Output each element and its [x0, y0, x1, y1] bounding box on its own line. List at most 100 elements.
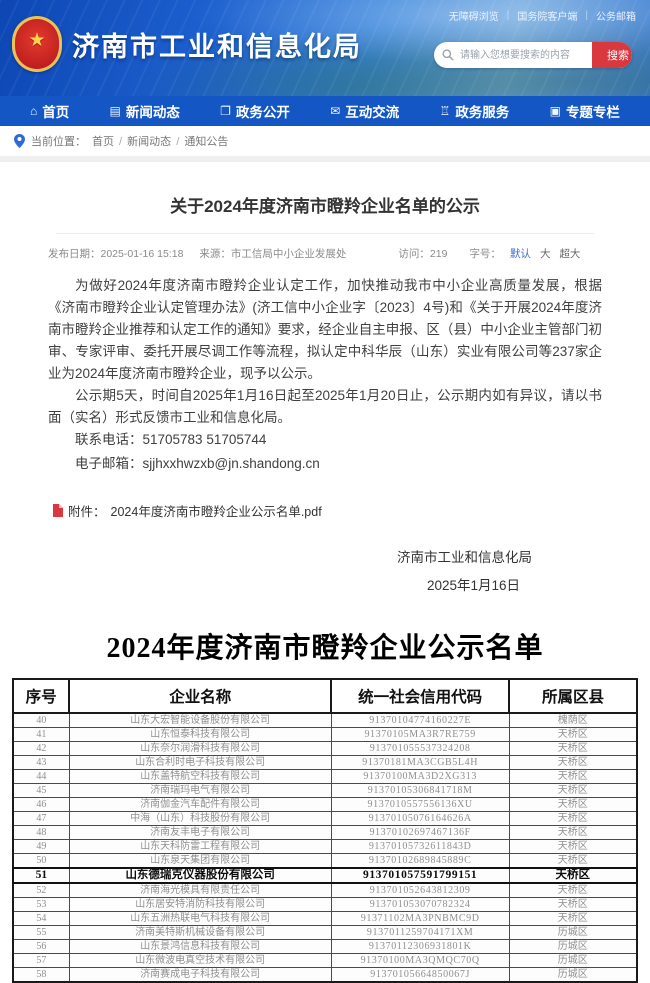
contact-email: 电子邮箱：sjjhxxhwzxb@jn.shandong.cn [75, 456, 320, 471]
company-name: 山东居安特消防科技有限公司 [68, 897, 332, 912]
row-number: 54 [12, 911, 70, 926]
signature-date: 2025年1月16日 [426, 578, 520, 593]
nav-item-label: 专题专栏 [565, 105, 620, 120]
column-header: 所属区县 [508, 678, 638, 714]
site-banner: 无障碍浏览 | 国务院客户端 | 公务邮箱 ★ 济南市工业和信息化局 搜索 [0, 0, 650, 96]
topbar-links: 无障碍浏览 | 国务院客户端 | 公务邮箱 [449, 8, 636, 23]
table-row: 44 山东盖特航空科技有限公司 91370100MA3D2XG313 天桥区 [12, 769, 638, 784]
search-button[interactable]: 搜索 [592, 42, 632, 68]
nav-item-columns[interactable]: ▣ 专题专栏 [550, 101, 620, 121]
district: 天桥区 [508, 741, 638, 756]
fontsize-option[interactable]: 大 [539, 248, 551, 260]
nav-item-disclosure[interactable]: ❐ 政务公开 [220, 101, 290, 121]
services-icon: ♖ [439, 104, 451, 118]
credit-code: 91371102MA3PNBMC9D [330, 911, 510, 926]
search-input[interactable] [434, 42, 592, 68]
credit-code: 91370102697467136F [330, 825, 510, 840]
credit-code: 91370100MA3D2XG313 [330, 769, 510, 784]
credit-code: 91370105076164626A [330, 811, 510, 826]
breadcrumb-item[interactable]: 新闻动态 [127, 136, 172, 148]
row-number: 45 [12, 783, 70, 798]
table-row: 54 山东五洲热联电气科技有限公司 91371102MA3PNBMC9D 天桥区 [12, 911, 638, 926]
home-icon: ⌂ [30, 104, 38, 118]
company-name: 山东奈尔润滑科技有限公司 [68, 741, 332, 756]
topbar-link[interactable]: 无障碍浏览 [448, 12, 499, 23]
district: 天桥区 [508, 825, 638, 840]
table-row: 57 山东微波电真空技术有限公司 91370100MA3QMQC70Q 历城区 [12, 953, 638, 968]
column-header: 序号 [11, 678, 71, 714]
row-number: 46 [12, 797, 70, 812]
row-number: 57 [12, 953, 70, 968]
company-name: 济南赛成电子科技有限公司 [68, 967, 332, 983]
district: 天桥区 [508, 769, 638, 784]
row-number: 53 [12, 897, 70, 912]
nav-item-home[interactable]: ⌂ 首页 [30, 101, 69, 121]
fontsize-label: 字号： [469, 248, 501, 260]
fontsize-control: 字号： 默认大超大 [469, 246, 580, 261]
nav-item-label: 首页 [42, 105, 70, 120]
table-row: 45 济南瑞玛电气有限公司 91370105306841718M 天桥区 [12, 783, 638, 798]
site-title: 济南市工业和信息化局 [72, 31, 362, 62]
credit-code: 91370112306931801K [330, 939, 510, 954]
row-number: 52 [12, 882, 70, 898]
attachment-row: 附件： 2024年度济南市瞪羚企业公示名单.pdf [52, 501, 602, 520]
fontsize-option[interactable]: 超大 [559, 248, 581, 260]
article-paragraph: 公示期5天，时间自2025年1月16日起至2025年1月20日止，公示期内如有异… [48, 388, 602, 425]
row-number: 43 [12, 755, 70, 770]
table-row: 43 山东合利时电子科技有限公司 91370181MA3CGB5L4H 天桥区 [12, 755, 638, 770]
credit-code: 913701055537324208 [330, 741, 510, 756]
row-number: 55 [12, 925, 70, 940]
district: 天桥区 [508, 897, 638, 912]
table-row: 56 山东景鸿信息科技有限公司 91370112306931801K 历城区 [12, 939, 638, 954]
topbar-link[interactable]: 公务邮箱 [596, 12, 636, 23]
company-name: 山东大宏智能设备股份有限公司 [68, 712, 332, 728]
breadcrumb-item[interactable]: 通知公告 [184, 136, 229, 148]
signature-org: 济南市工业和信息化局 [397, 550, 532, 565]
district: 天桥区 [508, 911, 638, 926]
search-bar: 搜索 [434, 42, 632, 68]
credit-code: 913701053070782324 [330, 897, 510, 912]
national-emblem-icon: ★ [12, 16, 62, 72]
nav-item-news[interactable]: ▤ 新闻动态 [110, 101, 180, 121]
company-name: 济南美特斯机械设备有限公司 [68, 925, 332, 940]
column-header: 统一社会信用代码 [330, 678, 511, 714]
source: 来源：市工信局中小企业发展处 [199, 248, 347, 260]
disclosure-icon: ❐ [220, 104, 231, 118]
breadcrumb-trail: 首页 / 新闻动态 / 通知公告 [92, 133, 228, 149]
breadcrumb-item[interactable]: 首页 [92, 136, 114, 148]
article: 关于2024年度济南市瞪羚企业名单的公示 发布日期：2025-01-16 15:… [0, 162, 650, 600]
district: 历城区 [508, 953, 638, 968]
row-number: 49 [12, 839, 70, 854]
table-row: 49 山东天科防雷工程有限公司 91370105732611843D 天桥区 [12, 839, 638, 854]
credit-code: 91370100MA3QMQC70Q [330, 953, 510, 968]
district: 天桥区 [508, 811, 638, 826]
table-row: 58 济南赛成电子科技有限公司 91370105664850067J 历城区 [12, 967, 638, 983]
breadcrumb: 当前位置： 首页 / 新闻动态 / 通知公告 [0, 126, 650, 156]
topbar-link[interactable]: 国务院客户端 [517, 12, 578, 23]
nav-item-label: 政务服务 [455, 105, 510, 120]
district: 天桥区 [508, 839, 638, 854]
district: 槐荫区 [508, 712, 638, 728]
company-name: 山东天科防雷工程有限公司 [68, 839, 332, 854]
location-pin-icon [14, 134, 25, 148]
table-row: 48 济南友丰电子有限公司 91370102697467136F 天桥区 [12, 825, 638, 840]
breadcrumb-separator: / [173, 136, 183, 148]
credit-code: 9137010557556136XU [330, 797, 510, 812]
table-row: 51 山东德瑞克仪器股份有限公司 913701057591799151 天桥区 [11, 867, 638, 884]
nav-item-services[interactable]: ♖ 政务服务 [440, 101, 510, 121]
company-name: 山东合利时电子科技有限公司 [68, 755, 332, 770]
company-name: 山东德瑞克仪器股份有限公司 [68, 867, 332, 884]
row-number: 56 [12, 939, 70, 954]
table-row: 52 济南海光模具有限责任公司 913701052643812309 天桥区 [12, 882, 638, 898]
table-row: 40 山东大宏智能设备股份有限公司 91370104774160227E 槐荫区 [12, 712, 638, 728]
company-name: 山东微波电真空技术有限公司 [68, 953, 332, 968]
company-name: 山东五洲热联电气科技有限公司 [68, 911, 332, 926]
nav-item-chat[interactable]: ✉ 互动交流 [330, 101, 399, 121]
attachment-link[interactable]: 2024年度济南市瞪羚企业公示名单.pdf [110, 505, 322, 519]
district: 历城区 [508, 967, 638, 983]
company-name: 山东景鸿信息科技有限公司 [68, 939, 332, 954]
title-divider [56, 233, 594, 234]
fontsize-option[interactable]: 默认 [509, 248, 531, 260]
credit-code: 91370104774160227E [330, 712, 510, 728]
pdf-file-icon [53, 504, 63, 517]
